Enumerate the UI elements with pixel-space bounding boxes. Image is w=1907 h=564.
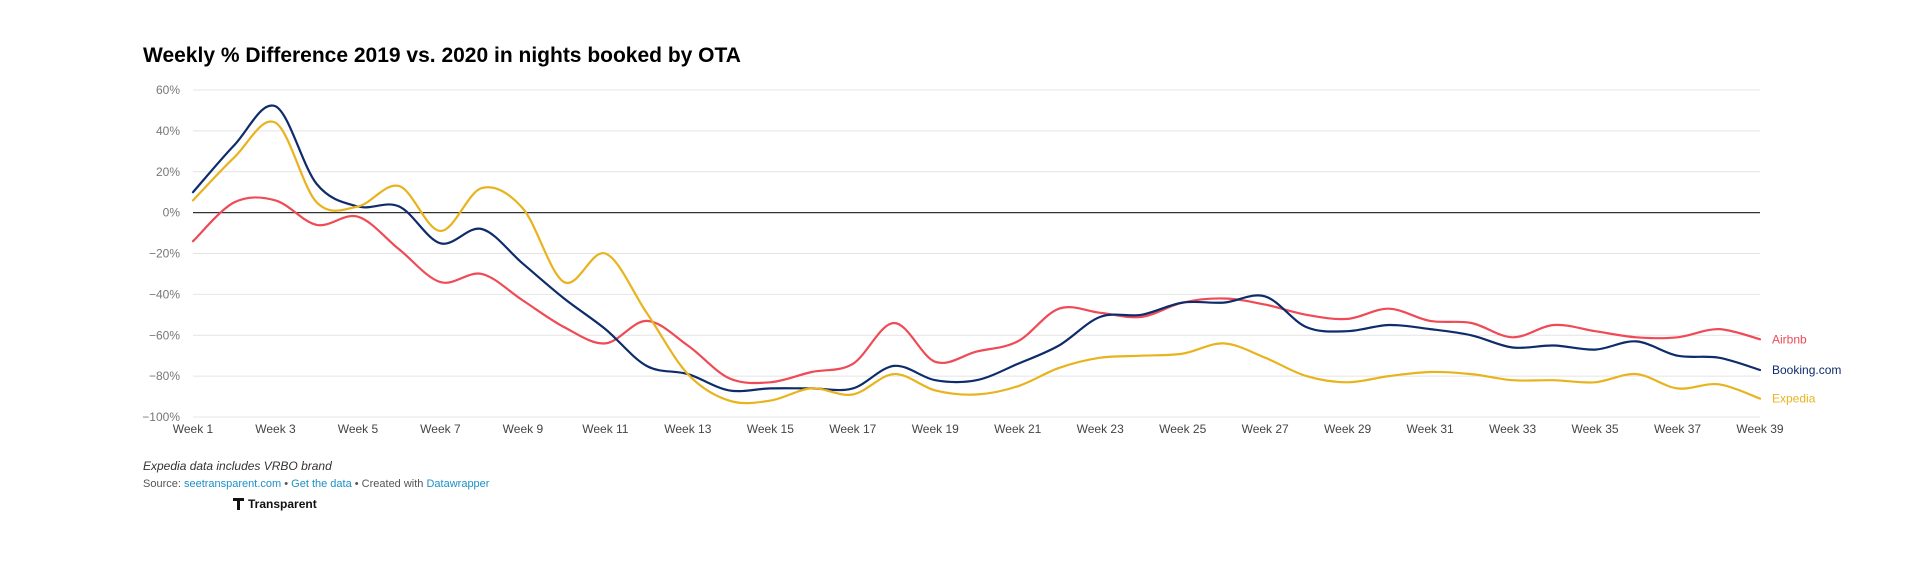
series-line-airbnb xyxy=(191,196,1762,385)
x-tick-label: Week 21 xyxy=(994,422,1041,436)
x-tick-label: Week 13 xyxy=(664,422,711,436)
y-tick-label: 20% xyxy=(156,165,180,179)
source-link[interactable]: seetransparent.com xyxy=(183,478,282,490)
series-line-booking-com xyxy=(191,104,1762,393)
y-axis-ticks: 60% 40% 20% 0% −20% −40% −60% −80% −100% xyxy=(142,83,180,424)
x-tick-label: Week 35 xyxy=(1571,422,1618,436)
x-tick-label: Week 37 xyxy=(1654,422,1701,436)
created-with-text: • Created with xyxy=(351,478,427,490)
datawrapper-link[interactable]: Datawrapper xyxy=(426,478,490,490)
chart-title: Weekly % Difference 2019 vs. 2020 in nig… xyxy=(143,44,741,67)
x-tick-label: Week 31 xyxy=(1407,422,1454,436)
x-tick-label: Week 39 xyxy=(1736,422,1783,436)
get-data-link[interactable]: Get the data xyxy=(291,478,352,490)
y-tick-label: 0% xyxy=(163,206,181,220)
x-tick-label: Week 27 xyxy=(1242,422,1289,436)
y-tick-label: −20% xyxy=(149,247,180,261)
source-line: Source: seetransparent.com • Get the dat… xyxy=(143,478,489,490)
x-tick-label: Week 17 xyxy=(829,422,876,436)
source-separator: • xyxy=(281,478,292,490)
chart-note: Expedia data includes VRBO brand xyxy=(143,459,332,473)
x-tick-label: Week 29 xyxy=(1324,422,1371,436)
y-tick-label: 40% xyxy=(156,124,180,138)
x-tick-label: Week 11 xyxy=(582,422,629,436)
y-tick-label: −40% xyxy=(149,287,180,301)
brand-logo-text: Transparent xyxy=(248,497,317,511)
series-label-airbnb: Airbnb xyxy=(1772,332,1807,346)
series-lines xyxy=(191,104,1762,405)
x-tick-label: Week 7 xyxy=(420,422,461,436)
x-tick-label: Week 1 xyxy=(173,422,214,436)
y-tick-label: −100% xyxy=(142,410,180,424)
x-axis-ticks: Week 1 Week 3 Week 5 Week 7 Week 9 Week 11 Wee… xyxy=(173,422,1784,436)
x-tick-label: Week 5 xyxy=(338,422,379,436)
x-tick-label: Week 15 xyxy=(747,422,794,436)
y-tick-label: −80% xyxy=(149,369,180,383)
y-tick-label: −60% xyxy=(149,328,180,342)
series-line-expedia xyxy=(191,120,1762,405)
gridlines xyxy=(193,89,1760,418)
transparent-logo-icon xyxy=(233,498,244,510)
x-tick-label: Week 9 xyxy=(503,422,544,436)
source-prefix: Source: xyxy=(143,478,184,490)
x-tick-label: Week 3 xyxy=(255,422,296,436)
x-tick-label: Week 25 xyxy=(1159,422,1206,436)
brand-logo: Transparent xyxy=(233,497,317,511)
x-tick-label: Week 19 xyxy=(912,422,959,436)
series-label-booking-com: Booking.com xyxy=(1772,363,1841,377)
x-tick-label: Week 23 xyxy=(1077,422,1124,436)
x-tick-label: Week 33 xyxy=(1489,422,1536,436)
series-label-expedia: Expedia xyxy=(1772,392,1816,406)
series-labels: Airbnb Booking.com Expedia xyxy=(1772,332,1841,405)
y-tick-label: 60% xyxy=(156,83,180,97)
